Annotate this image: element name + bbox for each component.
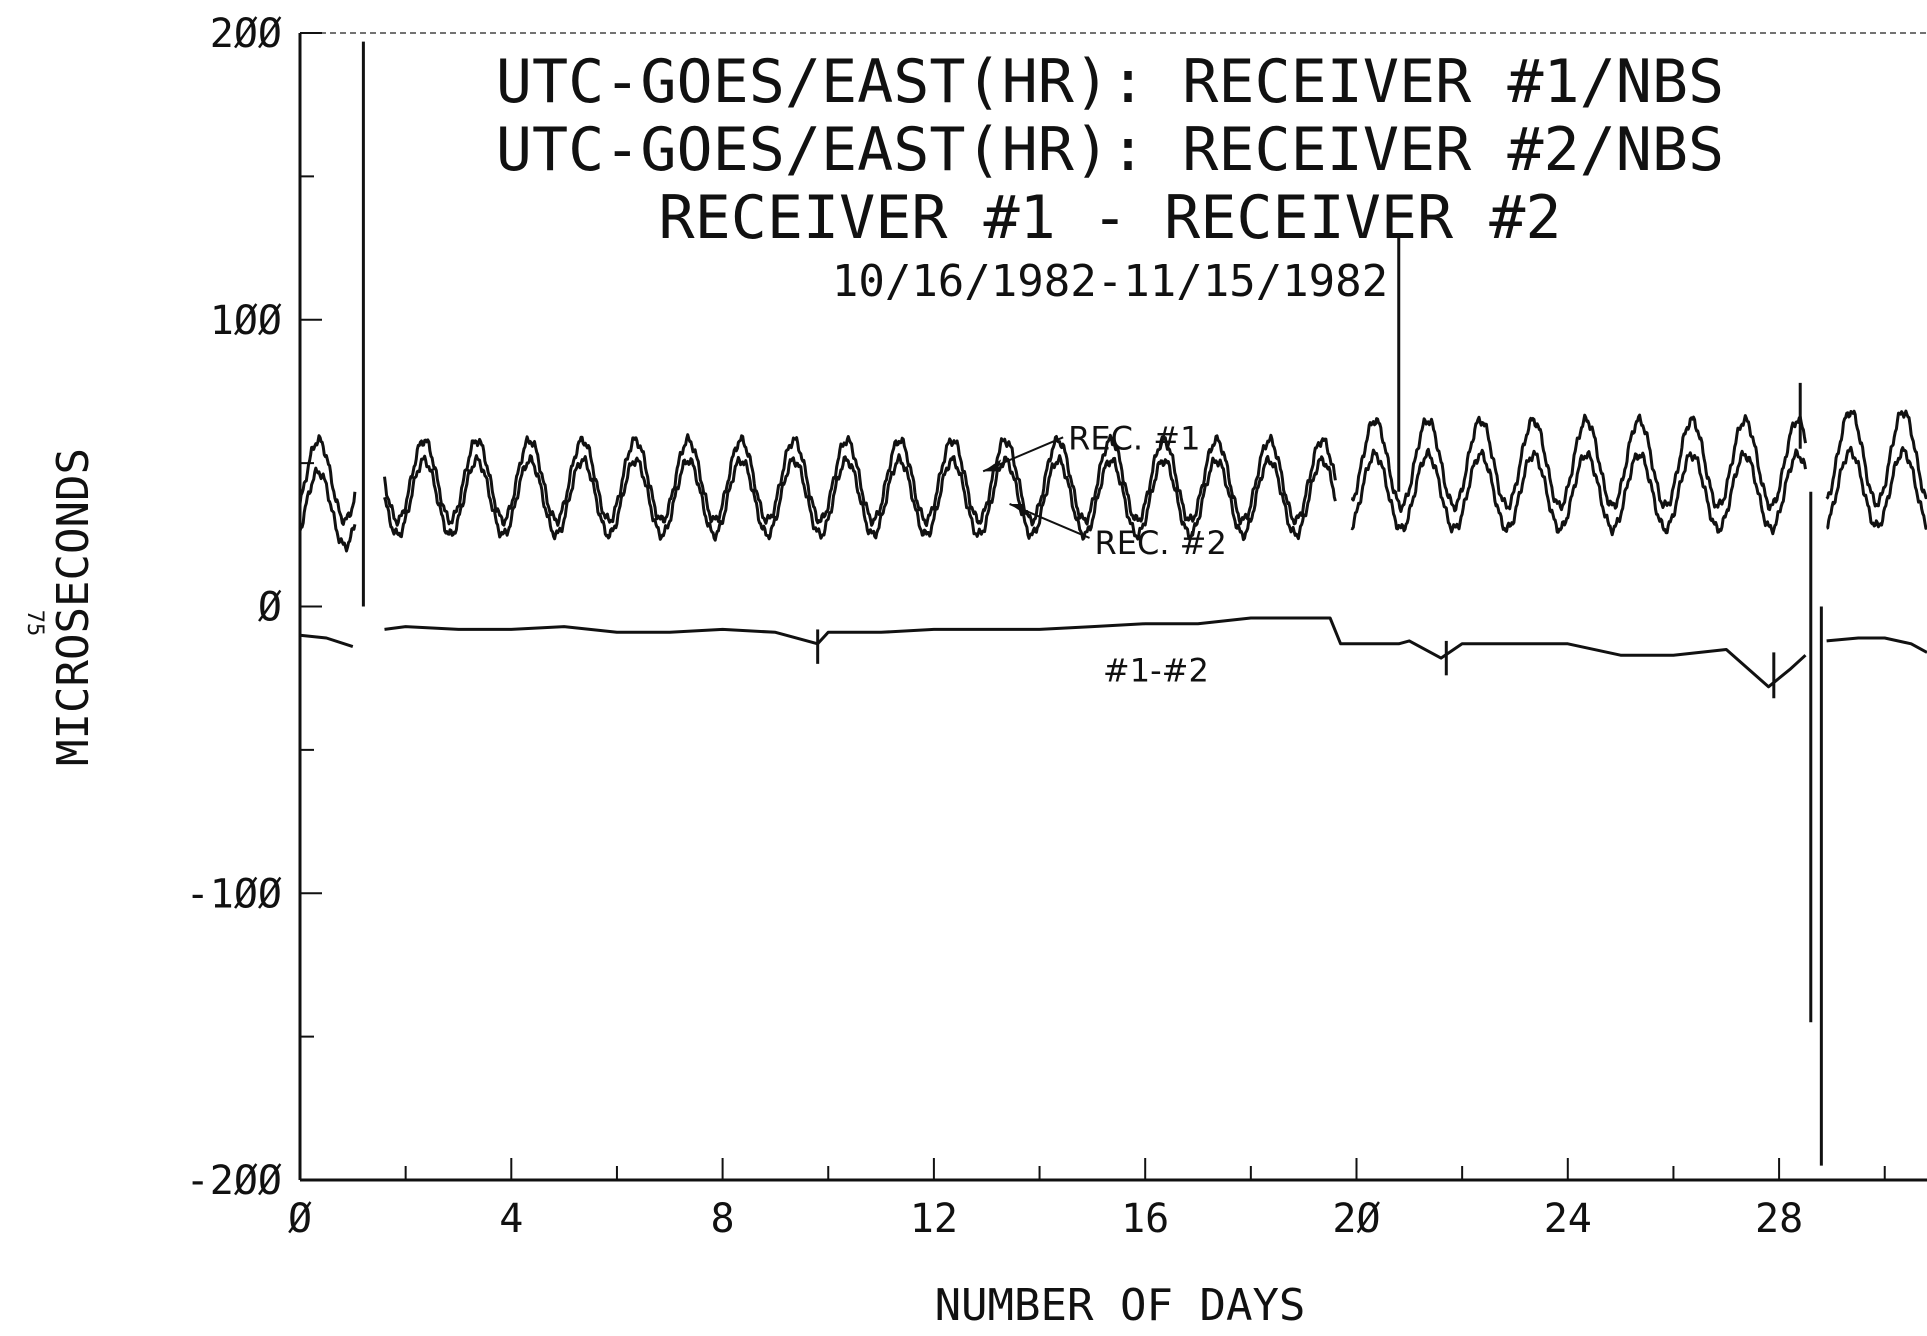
series-line-segment: [384, 616, 1807, 689]
series-line-segment: [383, 453, 1337, 542]
series-line-segment: [299, 633, 354, 649]
page-number: 75: [22, 610, 47, 637]
x-tick-label: 24: [1544, 1196, 1592, 1242]
title-line-1: UTC-GOES/EAST(HR): RECEIVER #1/NBS: [496, 47, 1724, 117]
series-line-segment: [298, 434, 357, 526]
x-axis-title: NUMBER OF DAYS: [935, 1280, 1306, 1331]
series-line-segment: [1350, 447, 1807, 537]
series-line-segment: [383, 433, 1337, 528]
x-tick-label: 2Ø: [1332, 1196, 1380, 1242]
y-tick-label: 1ØØ: [210, 298, 282, 344]
x-tick-label: 8: [711, 1196, 735, 1242]
series-1: [298, 41, 1927, 607]
x-tick-label: 28: [1755, 1196, 1803, 1242]
x-tick-label: Ø: [288, 1196, 312, 1242]
title-line-2: UTC-GOES/EAST(HR): RECEIVER #2/NBS: [496, 115, 1724, 185]
series-line-segment: [1825, 409, 1927, 508]
annotation-arrowhead: [983, 459, 1002, 472]
series-3: [299, 616, 1927, 699]
series-layer: REC. #1 REC. #2 #1-#2: [298, 41, 1927, 1166]
x-tick-label: 4: [499, 1196, 523, 1242]
y-tick-label: Ø: [258, 585, 282, 631]
series-2: [298, 445, 1927, 1166]
x-tick-label: 16: [1121, 1196, 1169, 1242]
title-line-3: RECEIVER #1 - RECEIVER #2: [658, 183, 1561, 253]
y-tick-label: 2ØØ: [210, 11, 282, 57]
series-line-segment: [1826, 445, 1927, 530]
y-tick-label: -1ØØ: [186, 871, 282, 917]
y-tick-label: -2ØØ: [186, 1158, 282, 1204]
annotation-label: #1-#2: [1103, 652, 1209, 690]
annotation-arrowhead: [1009, 503, 1028, 516]
annotation-label: REC. #2: [1095, 524, 1227, 562]
annotations: REC. #1 REC. #2 #1-#2: [982, 419, 1227, 690]
series-line-segment: [298, 466, 357, 553]
series-line-segment: [1350, 413, 1807, 513]
x-tick-label: 12: [910, 1196, 958, 1242]
annotation-label: REC. #1: [1068, 419, 1200, 457]
y-axis-title: MICROSECONDS: [48, 448, 99, 766]
series-line-segment: [1826, 636, 1927, 654]
chart-subtitle: 10/16/1982-11/15/1982: [832, 256, 1388, 307]
